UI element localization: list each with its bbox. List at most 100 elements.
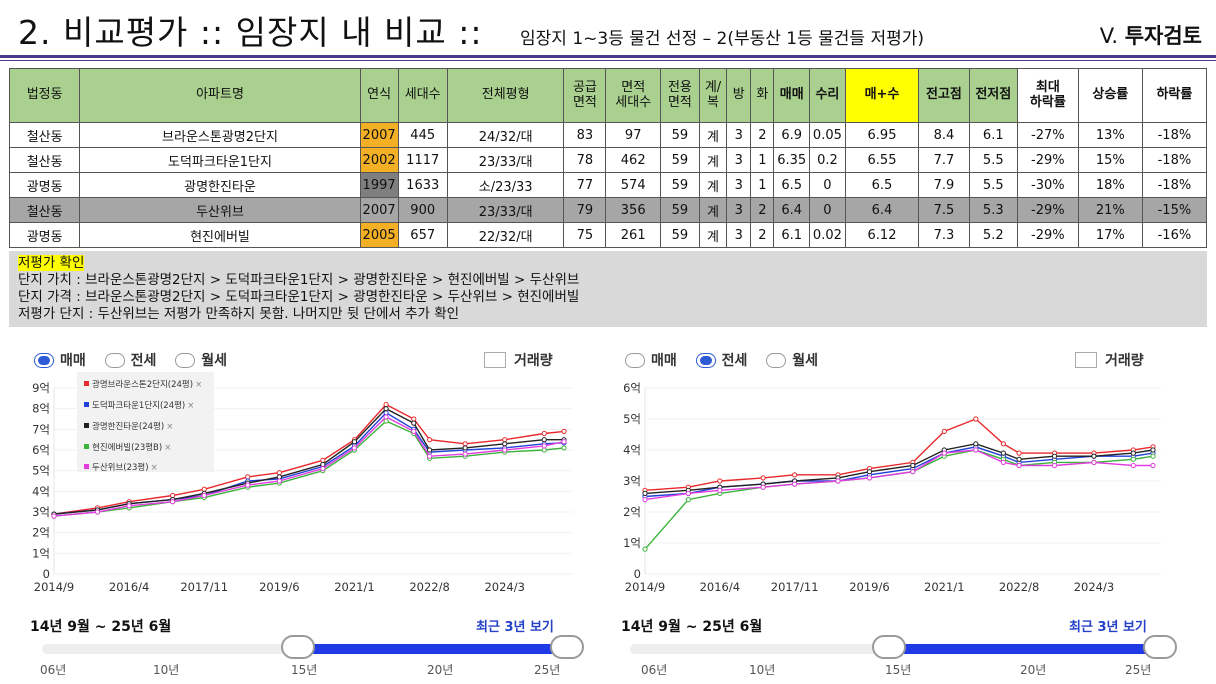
data-point [717,487,723,493]
series-line [644,443,1154,495]
cell-year: 2007 [359,122,399,148]
data-point [201,486,207,492]
cell: 2 [750,197,775,223]
cell: 6.12 [844,222,920,248]
cell: 3 [726,122,752,148]
cell: 7.5 [918,197,970,223]
col-header: 방 [726,68,752,123]
cell: 6.1 [773,222,811,248]
page-title: 2. 비교평가 :: 임장지 내 비교 :: [18,13,483,52]
section-label: V. 투자검토 [1100,20,1202,50]
close-icon[interactable]: × [187,401,195,411]
note-line: 단지 가치 : 브라운스톤광명2단지 > 도덕파크타운1단지 > 광명한진타운 … [18,272,580,288]
data-point [51,513,57,519]
cell: 소/23/33 [446,172,565,198]
cell: 6.95 [844,122,920,148]
data-point [541,443,547,449]
close-icon[interactable]: × [150,463,158,473]
data-point [1016,456,1022,462]
legend-item[interactable]: 광명한진타운(24평) × [84,420,173,432]
cell: 6.5 [844,172,920,198]
radio-sale[interactable]: 매매 [34,350,86,370]
cell: 462 [605,147,661,173]
legend-item[interactable]: 두산위브(23평) × [84,461,158,473]
cell: 계 [698,122,728,148]
cell: -27% [1016,122,1079,148]
col-header: 전고점 [918,68,970,123]
x-tick-label: 2021/1 [924,580,964,594]
volume-checkbox[interactable]: 거래량 [1075,350,1144,370]
slider-handle-start[interactable] [281,635,315,659]
cell: 356 [605,197,661,223]
radio-jeonse[interactable]: 전세 [104,350,156,370]
data-point [351,445,358,451]
data-point [1000,459,1006,466]
y-tick-label: 0 [634,567,641,581]
radio-label: 월세 [201,353,228,369]
legend-swatch-icon [84,444,89,449]
cell: 2 [750,122,775,148]
col-header: 최대 하락률 [1016,68,1079,123]
cell: 6.9 [773,122,811,148]
close-icon[interactable]: × [164,443,172,453]
col-header: 연식 [359,68,399,123]
cell: 6.55 [844,147,920,173]
cell: 1 [750,172,775,198]
cell: 77 [563,172,607,198]
cell-dong: 광명동 [8,222,81,248]
col-header: 전저점 [968,68,1018,123]
y-tick-label: 9억 [32,381,50,395]
legend-item[interactable]: 도덕파크타운1단지(24평) × [84,399,194,411]
slider-handle-end[interactable] [1143,635,1177,659]
x-tick-label: 2024/3 [484,580,524,594]
type-radio-group: 매매 전세 월세 [34,350,241,370]
legend-item[interactable]: 현진에버빌(23평B) × [84,441,171,453]
recent-3y-link[interactable]: 최근 3년 보기 [1069,620,1147,635]
data-point [642,497,648,503]
type-radio-group: 매매 전세 월세 [625,350,832,370]
radio-monthly[interactable]: 월세 [766,350,818,370]
close-icon[interactable]: × [195,380,203,390]
data-point [320,466,326,472]
data-point [1051,453,1058,459]
data-point [94,509,101,515]
cell: 6.4 [844,197,920,223]
slider-handle-start[interactable] [872,635,906,659]
recent-3y-link[interactable]: 최근 3년 보기 [476,620,554,635]
data-point [201,492,207,499]
data-point [245,474,251,480]
radio-jeonse[interactable]: 전세 [695,350,747,370]
volume-checkbox[interactable]: 거래량 [484,350,553,370]
col-header: 화 [750,68,775,123]
cell-apt: 브라운스톤광명2단지 [79,122,361,148]
series-line [644,418,1154,491]
x-tick-label: 2019/6 [259,580,299,594]
cell: 79 [563,197,607,223]
cell: 0 [809,172,846,198]
radio-monthly[interactable]: 월세 [175,350,227,370]
y-tick-label: 5억 [32,464,50,478]
cell: 59 [660,197,700,223]
cell: 1117 [397,147,448,173]
slider-handle-end[interactable] [550,635,584,659]
data-point [910,462,916,469]
col-header: 수리 [809,68,846,123]
col-header: 아파트명 [79,68,361,123]
data-point [351,439,358,445]
radio-sale[interactable]: 매매 [625,350,677,370]
header-divider-thin [0,60,1216,61]
radio-label: 매매 [60,353,86,369]
data-point [685,497,691,503]
legend-item[interactable]: 광명브라운스톤2단지(24평) × [84,378,202,390]
series-line [644,449,1153,501]
cell-year: 2005 [359,222,399,248]
close-icon[interactable]: × [166,422,174,432]
cell: 6.5 [773,172,811,198]
cell: 1 [750,147,775,173]
data-point [1150,462,1156,469]
data-point [973,447,979,453]
data-point [383,414,389,420]
period-label: 14년 9월 ~ 25년 6월 [30,619,172,635]
y-tick-label: 4억 [32,484,50,498]
cell-apt: 현진에버빌 [79,222,361,248]
